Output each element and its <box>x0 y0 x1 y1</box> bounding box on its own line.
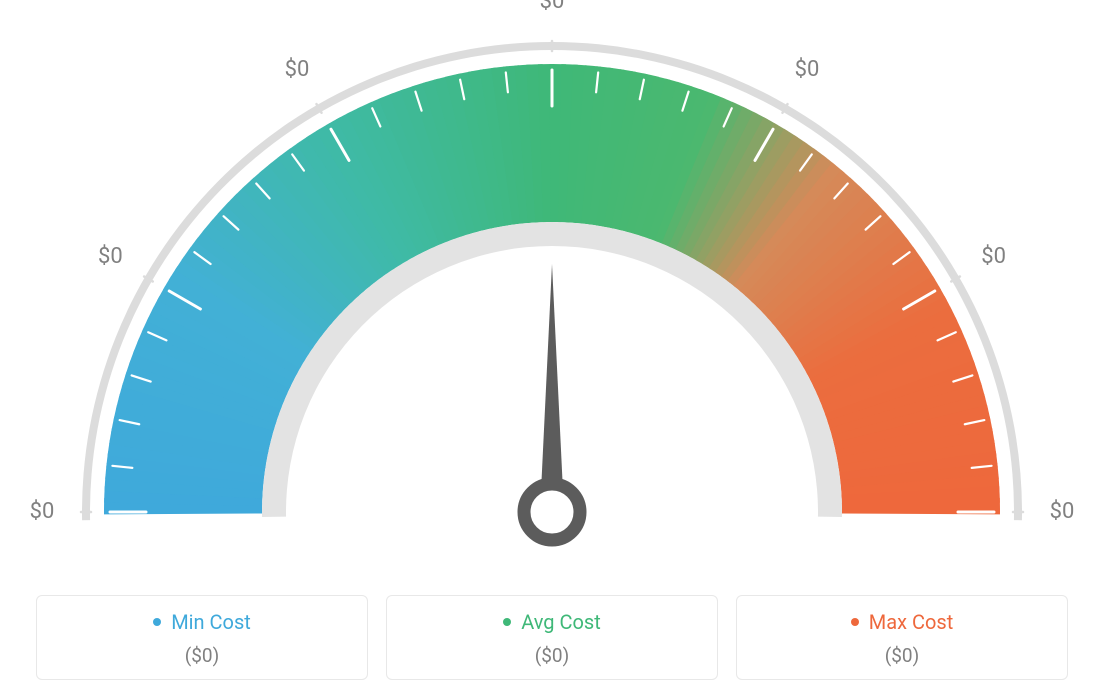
legend-value-avg: ($0) <box>397 644 707 667</box>
legend-card-avg: Avg Cost ($0) <box>386 595 718 680</box>
legend-title-min: Min Cost <box>153 610 251 634</box>
legend-title-max: Max Cost <box>851 610 954 634</box>
legend-title-text: Avg Cost <box>521 610 601 634</box>
legend-title-text: Max Cost <box>869 610 954 634</box>
legend-card-max: Max Cost ($0) <box>736 595 1068 680</box>
dot-icon <box>851 618 859 626</box>
legend-card-min: Min Cost ($0) <box>36 595 368 680</box>
svg-text:$0: $0 <box>1050 499 1075 524</box>
legend-title-avg: Avg Cost <box>503 610 601 634</box>
gauge-chart-container: $0 $0 $0 $0 $0 $0 $0 Min Cost ($0) Avg Cost ($… <box>0 0 1104 690</box>
dot-icon <box>153 618 161 626</box>
svg-text:$0: $0 <box>795 57 820 82</box>
legend-value-max: ($0) <box>747 644 1057 667</box>
legend-title-text: Min Cost <box>171 610 251 634</box>
gauge-svg: $0 $0 $0 $0 $0 $0 $0 <box>0 0 1104 560</box>
legend-row: Min Cost ($0) Avg Cost ($0) Max Cost ($0… <box>36 595 1068 680</box>
svg-text:$0: $0 <box>98 244 123 269</box>
svg-text:$0: $0 <box>981 244 1006 269</box>
legend-value-min: ($0) <box>47 644 357 667</box>
svg-text:$0: $0 <box>540 0 565 14</box>
svg-text:$0: $0 <box>30 499 55 524</box>
svg-text:$0: $0 <box>285 57 310 82</box>
gauge-area: $0 $0 $0 $0 $0 $0 $0 <box>0 0 1104 560</box>
dot-icon <box>503 618 511 626</box>
